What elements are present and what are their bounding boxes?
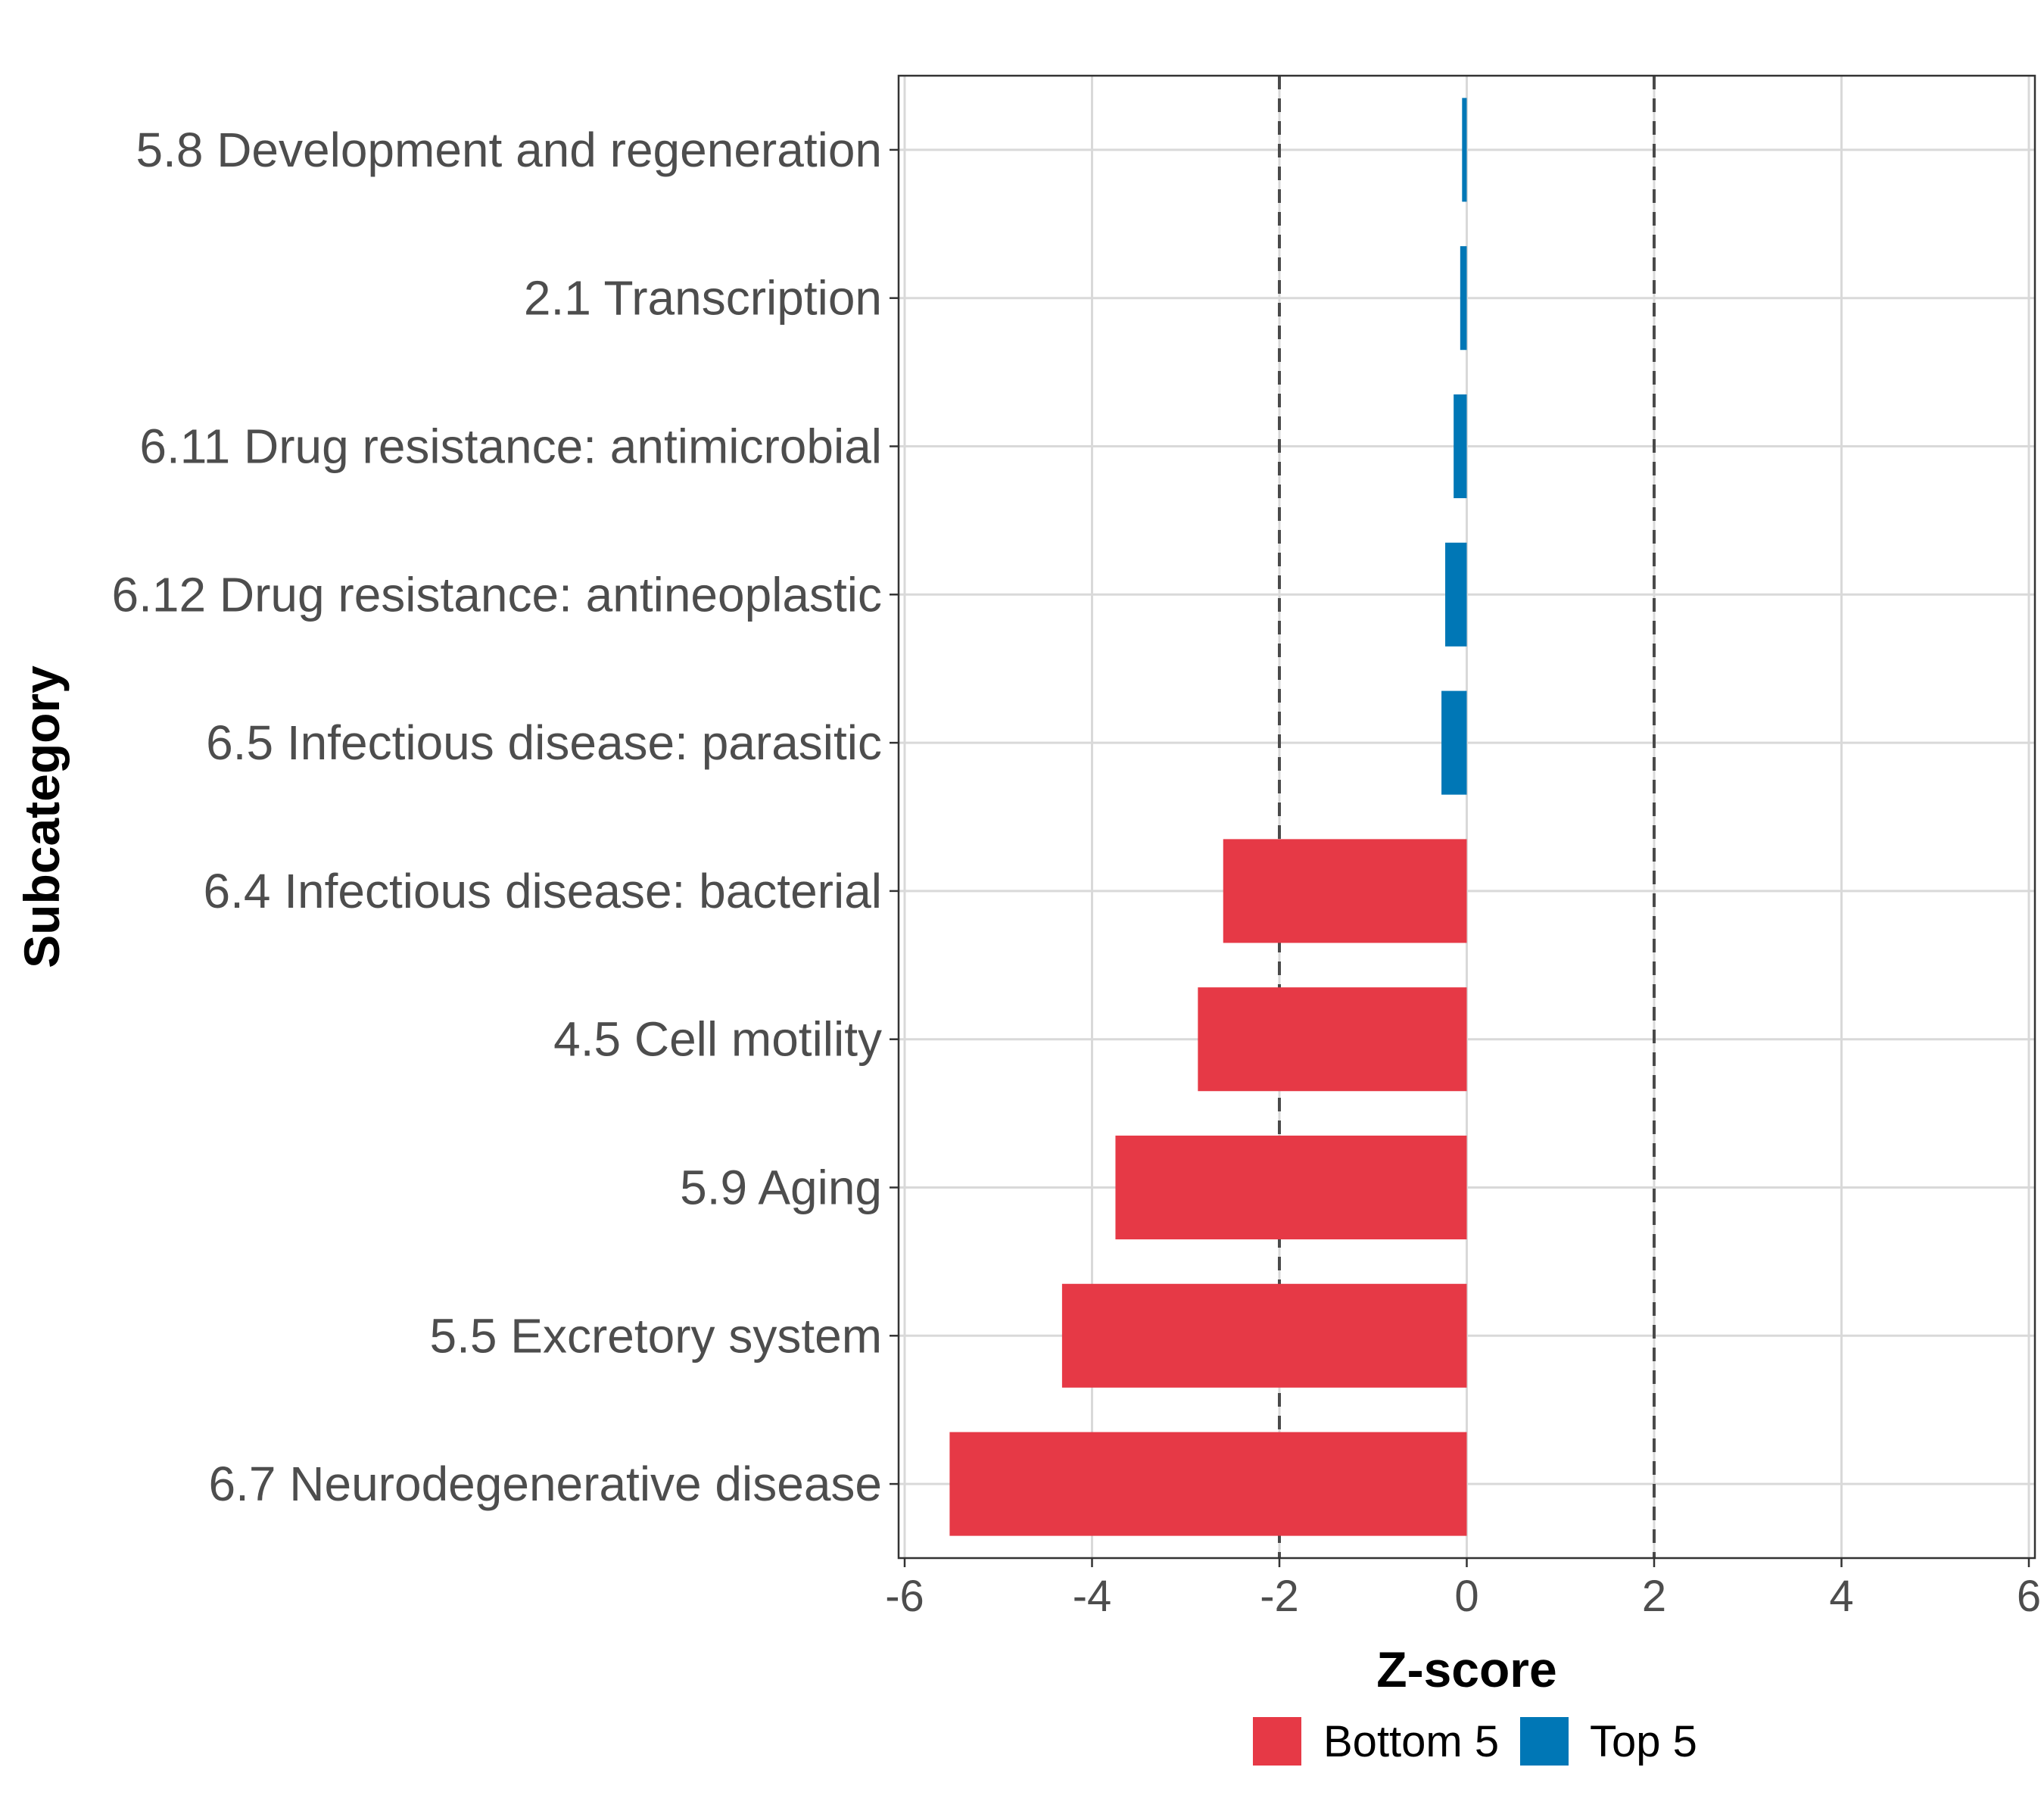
legend-label-bottom-5: Bottom 5 xyxy=(1323,1717,1499,1766)
x-tick-label-2: -2 xyxy=(1260,1572,1299,1621)
x-tick-label-6: -6 xyxy=(885,1572,924,1621)
bar-6-5-infectious-disease-parasitic xyxy=(1441,690,1467,795)
y-tick-label-6-4-infectious-disease-bacterial: 6.4 Infectious disease: bacterial xyxy=(203,864,882,918)
y-tick-label-5-9-aging: 5.9 Aging xyxy=(680,1161,882,1215)
legend-swatch-top-5 xyxy=(1520,1717,1569,1766)
bar-6-4-infectious-disease-bacterial xyxy=(1223,839,1467,943)
legend-label-top-5: Top 5 xyxy=(1590,1717,1697,1766)
legend-swatch-bottom-5 xyxy=(1253,1717,1301,1766)
bar-6-7-neurodegenerative-disease xyxy=(949,1432,1467,1536)
bar-6-11-drug-resistance-antimicrobial xyxy=(1454,394,1467,499)
y-axis-ticks: 5.8 Development and regeneration 2.1 Tran… xyxy=(112,123,899,1511)
x-tick-label-4: 4 xyxy=(1829,1572,1853,1621)
y-tick-label-6-12-drug-resistance-antineoplastic: 6.12 Drug resistance: antineoplastic xyxy=(112,567,882,622)
bar-6-12-drug-resistance-antineoplastic xyxy=(1445,542,1467,647)
bar-5-8-development-and-regeneration xyxy=(1462,98,1467,202)
legend: Bottom 5 Top 5 xyxy=(1253,1717,1697,1766)
bar-4-5-cell-motility xyxy=(1198,987,1467,1092)
bar-5-5-excretory-system xyxy=(1061,1283,1467,1388)
x-tick-label-6: 6 xyxy=(2017,1572,2041,1621)
y-tick-label-6-5-infectious-disease-parasitic: 6.5 Infectious disease: parasitic xyxy=(206,715,882,770)
x-axis-ticks: -6 -4 -2 0 2 4 6 xyxy=(885,1558,2041,1621)
y-tick-label-2-1-transcription: 2.1 Transcription xyxy=(524,271,882,326)
y-tick-label-5-5-excretory-system: 5.5 Excretory system xyxy=(430,1308,883,1363)
x-tick-label-4: -4 xyxy=(1073,1572,1112,1621)
bar-5-9-aging xyxy=(1115,1135,1467,1240)
x-axis-title: Z-score xyxy=(1376,1641,1556,1697)
x-tick-label-2: 2 xyxy=(1642,1572,1666,1621)
bars xyxy=(949,98,1467,1536)
bar-2-1-transcription xyxy=(1460,246,1467,351)
y-tick-label-6-11-drug-resistance-antimicrobial: 6.11 Drug resistance: antimicrobial xyxy=(139,419,882,474)
y-tick-label-6-7-neurodegenerative-disease: 6.7 Neurodegenerative disease xyxy=(209,1457,883,1511)
y-axis-title: Subcategory xyxy=(14,665,70,968)
x-tick-label-0: 0 xyxy=(1454,1572,1478,1621)
y-tick-label-4-5-cell-motility: 4.5 Cell motility xyxy=(553,1012,882,1067)
y-tick-label-5-8-development-and-regeneration: 5.8 Development and regeneration xyxy=(136,123,882,177)
